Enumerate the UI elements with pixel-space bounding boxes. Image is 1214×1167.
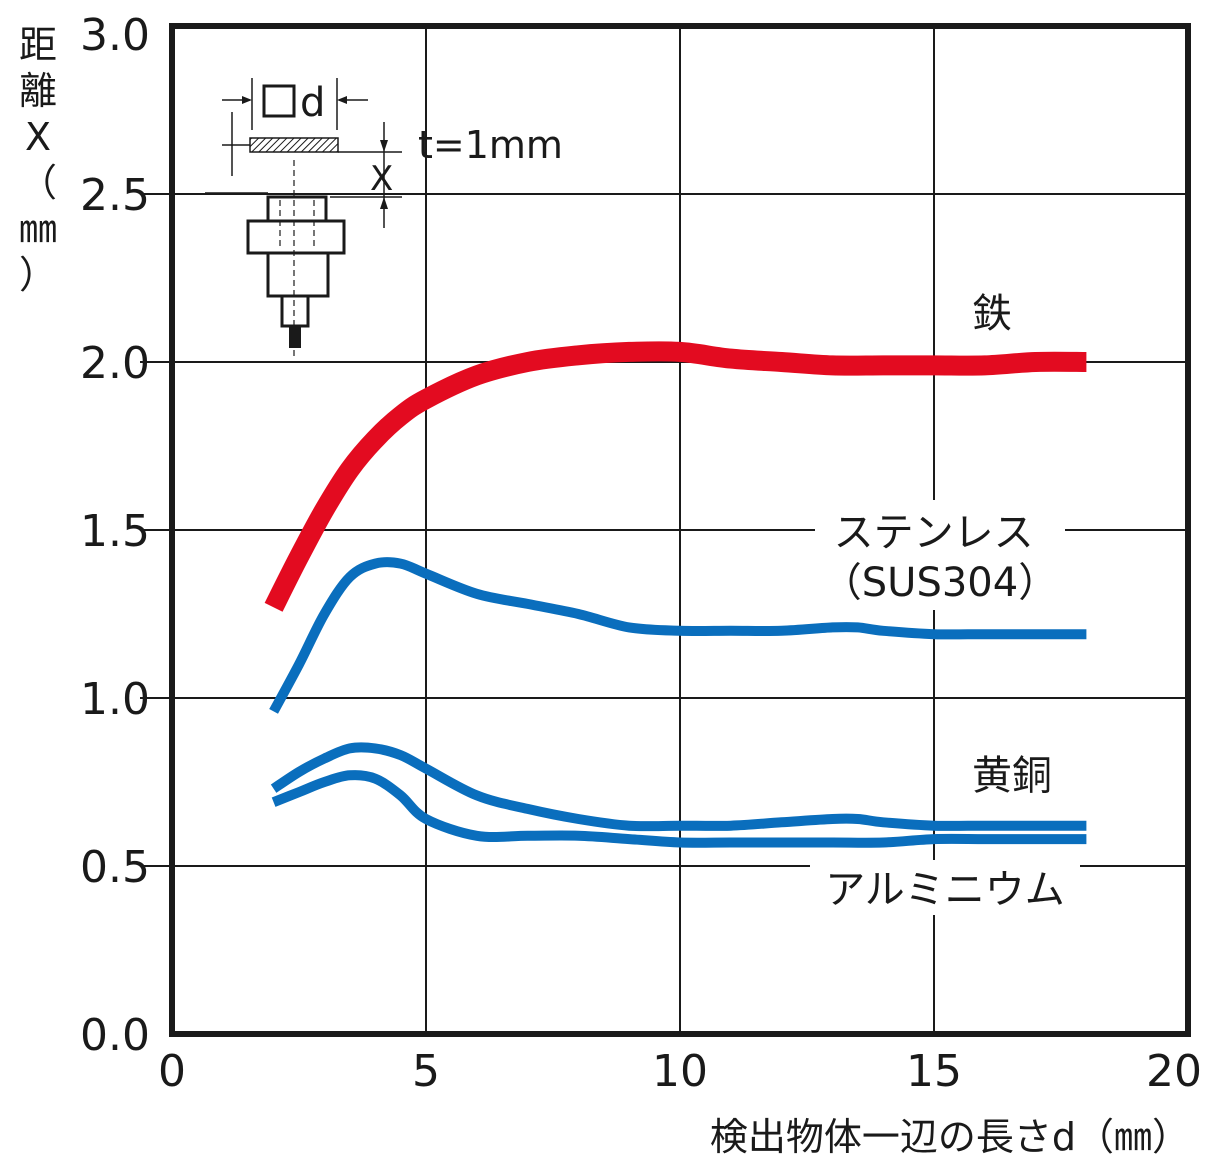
y-axis-title-char: ） [19,253,57,297]
y-tick-label: 0.5 [80,842,150,893]
x-tick-label: 20 [1146,1046,1202,1097]
y-axis-title-char: ㎜ [19,207,57,251]
y-axis-title: 距離X（㎜） [19,23,57,297]
y-tick-label: 3.0 [80,10,150,61]
x-tick-label: 15 [906,1046,962,1097]
x-tick-label: 5 [412,1046,440,1097]
sensor-nut [246,219,346,255]
y-tick-label: 0.0 [80,1010,150,1061]
series-line-aluminum [271,770,1087,848]
label-bg-aluminum [810,860,1080,915]
y-tick-labels: 0.0 0.5 1.0 1.5 2.0 2.5 3.0 [80,10,150,1061]
x-tick-labels: 0 5 10 15 20 [158,1046,1202,1097]
series-line-iron [264,341,1087,612]
series-label-stainless: ステンレス （SUS304） [822,510,1058,606]
series-label-brass: 黄銅 [972,753,1052,799]
label-bg-stainless [815,500,1065,610]
series-line-brass [270,742,1087,832]
x-label: X [370,159,393,199]
label-bg-brass [955,745,1070,800]
series-label-iron: 鉄 [972,291,1012,337]
sensor-body [266,251,330,298]
series-line-stainless [269,557,1087,714]
y-tick-label: 2.5 [80,170,150,221]
sensor-diagram: d t=1mm X [205,78,563,360]
dim-arrowhead-right [337,96,347,104]
y-axis-title-char: （ [19,161,57,205]
x-tick-label: 10 [652,1046,708,1097]
dim-arrowhead-left [242,96,252,104]
series-label-aluminum: アルミニウム [825,867,1065,913]
y-axis-title-char: 距 [19,23,57,67]
square-symbol [262,84,296,118]
target-plate [249,137,339,153]
x-arrowhead-bottom [380,197,388,209]
x-axis-title: 検出物体一辺の長さd（㎜） [710,1115,1190,1159]
y-tick-label: 1.0 [80,674,150,725]
label-bg-iron [955,285,1030,337]
series-lines [264,341,1087,848]
y-axis-title-char: 離 [19,69,57,113]
t-label: t=1mm [418,123,563,167]
sensor-cable [289,326,301,348]
series-label-stainless-line2: （SUS304） [822,560,1058,606]
series-label-stainless-line1: ステンレス [834,510,1034,556]
x-tick-label: 0 [158,1046,186,1097]
x-arrowhead-top [380,140,388,152]
d-label: d [300,80,325,126]
sensor-neck [280,294,310,328]
plot-frame [169,23,1191,1037]
y-tick-label: 2.0 [80,338,150,389]
y-tick-label: 1.5 [80,506,150,557]
sensor-head [266,195,328,223]
y-axis-title-char: X [25,115,51,159]
